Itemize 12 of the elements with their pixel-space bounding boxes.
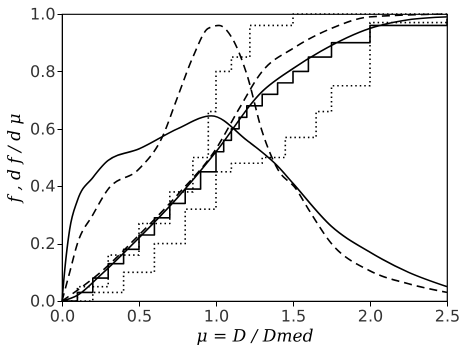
x-tick-label: 0.5 — [126, 306, 152, 326]
x-axis-title: μ = D / Dmed — [196, 326, 314, 346]
y-tick-label: 1.0 — [30, 4, 56, 24]
y-axis-title: f , d f / d μ — [5, 114, 26, 204]
x-tick-label: 2.0 — [358, 306, 384, 326]
x-tick-label: 1.5 — [280, 306, 306, 326]
y-tick-label: 0.6 — [30, 119, 56, 138]
y-tick-label: 0.4 — [30, 176, 56, 196]
y-tick-label: 0.8 — [30, 62, 56, 81]
x-tick-label: 1.0 — [204, 306, 230, 326]
x-tick-label: 2.5 — [434, 306, 460, 326]
y-tick-label: 0.2 — [30, 234, 56, 254]
